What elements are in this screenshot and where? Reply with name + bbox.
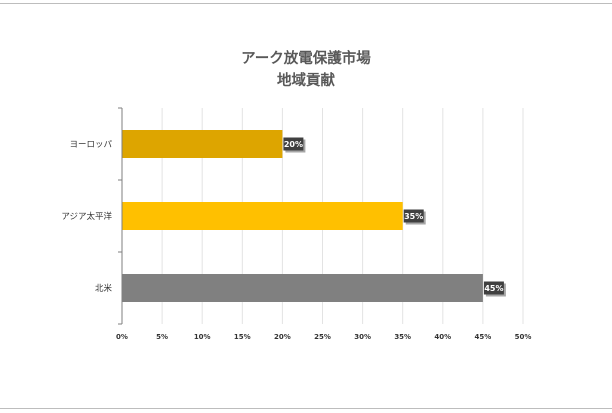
x-tick-label: 0% xyxy=(116,333,128,341)
x-tick-label: 35% xyxy=(394,333,411,341)
x-tick-label: 25% xyxy=(314,333,331,341)
category-label: ヨーロッパ xyxy=(69,140,112,150)
x-tick-label: 5% xyxy=(156,333,168,341)
data-label-box xyxy=(283,137,304,151)
x-tick-label: 50% xyxy=(515,333,532,341)
bar xyxy=(122,202,403,230)
chart-title: アーク放電保護市場 地域貢献 xyxy=(0,48,612,92)
data-label: 20% xyxy=(284,140,303,149)
x-tick-label: 40% xyxy=(434,333,451,341)
x-tick-label: 45% xyxy=(475,333,492,341)
x-tick-label: 15% xyxy=(234,333,251,341)
category-label: アジア太平洋 xyxy=(61,211,112,222)
top-divider xyxy=(0,3,612,4)
category-label: 北米 xyxy=(95,283,113,294)
chart-title-line-1: アーク放電保護市場 xyxy=(241,51,371,67)
x-tick-label: 20% xyxy=(274,333,291,341)
bar xyxy=(122,130,283,158)
x-tick-label: 10% xyxy=(194,333,211,341)
bottom-divider xyxy=(0,408,612,409)
data-label-box xyxy=(403,209,424,223)
x-tick-label: 30% xyxy=(354,333,371,341)
data-label: 35% xyxy=(404,212,423,221)
data-label-box xyxy=(483,281,504,295)
bar xyxy=(122,274,483,302)
chart-title-line-2: 地域貢献 xyxy=(277,73,335,89)
data-label: 45% xyxy=(484,284,503,293)
